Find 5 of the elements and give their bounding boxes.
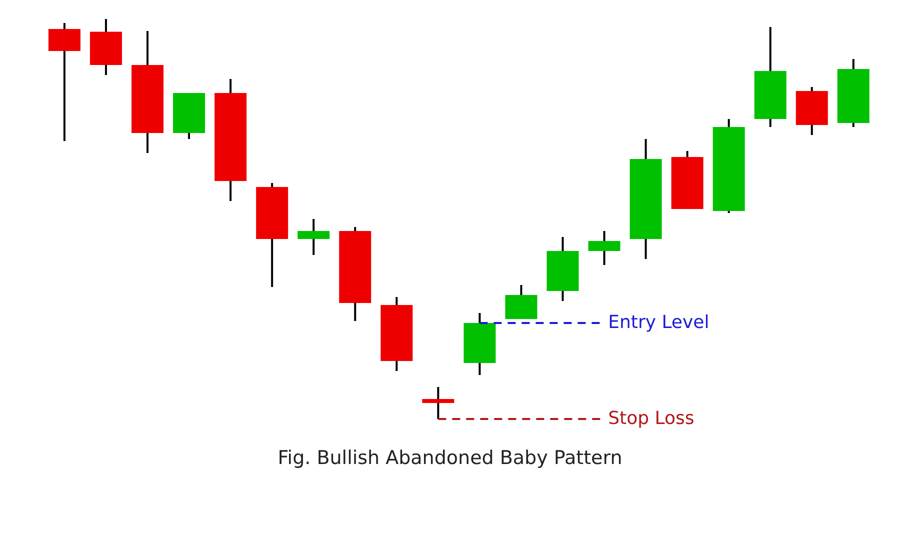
ref-line-label: Entry Level — [608, 312, 710, 333]
text: Fig. Bullish Abandoned Baby Pattern — [278, 447, 622, 469]
ref-line-label: Stop Loss — [608, 408, 694, 429]
candlestick — [298, 218, 330, 256]
candlestick — [422, 386, 454, 420]
